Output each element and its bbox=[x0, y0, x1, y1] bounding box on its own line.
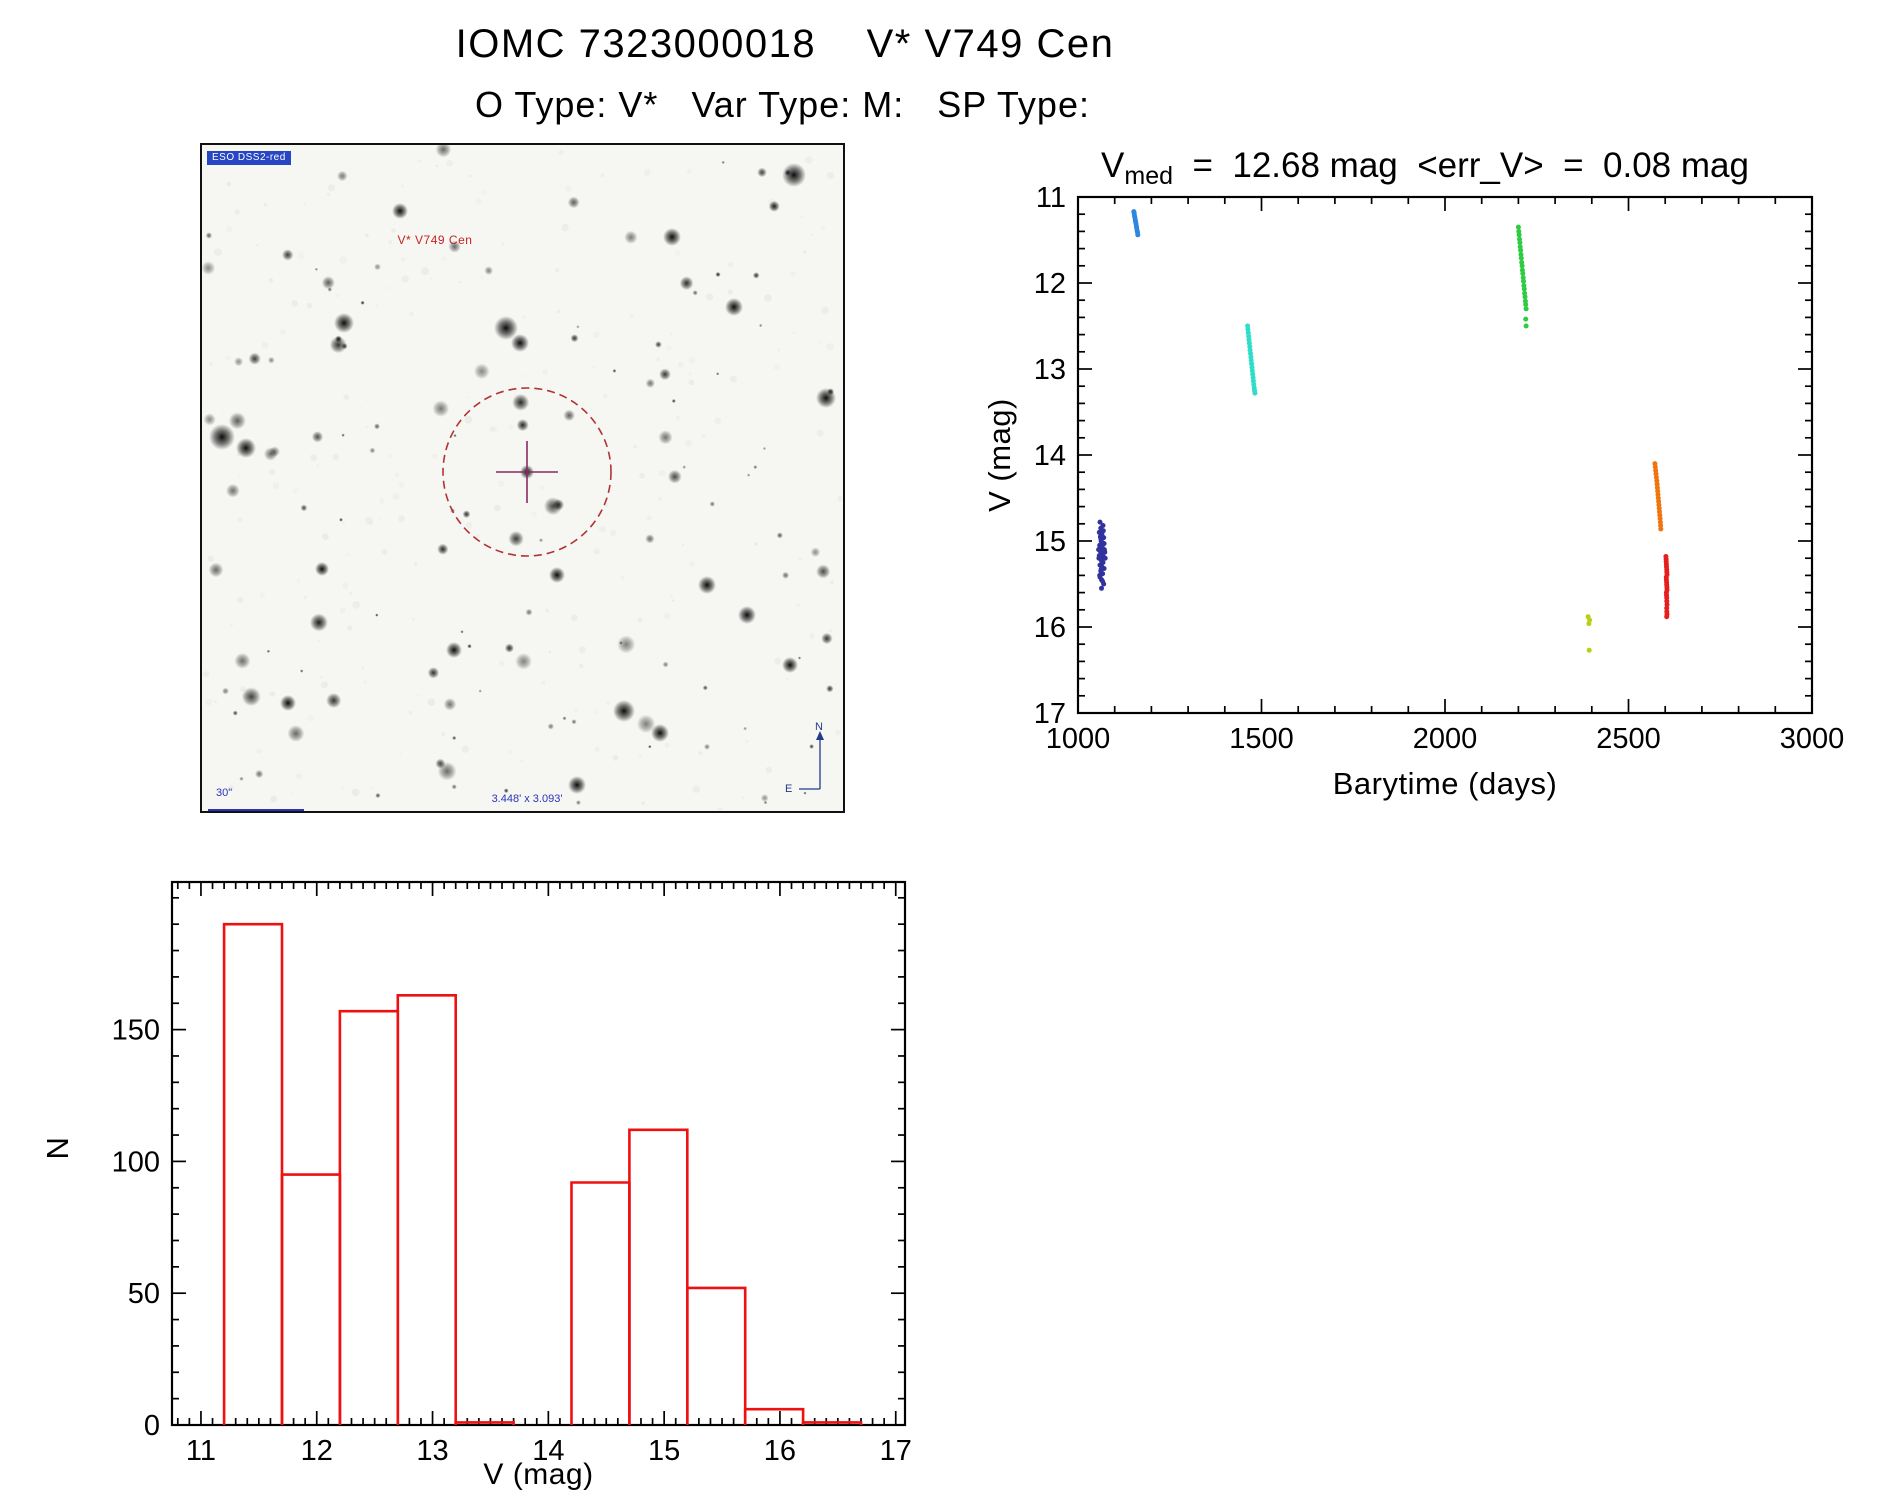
scale-bar bbox=[208, 809, 304, 811]
fov-label: 3.448' x 3.093' bbox=[491, 793, 563, 805]
svg-text:11: 11 bbox=[1036, 182, 1066, 214]
svg-text:17: 17 bbox=[880, 1435, 912, 1467]
compass-arrows bbox=[799, 731, 824, 790]
histogram-bars bbox=[222, 922, 863, 1425]
page-title: IOMC 7323000018 V* V749 Cen bbox=[455, 22, 1115, 66]
tick-labels: 11 12 13 14 15 16 17 0 50 100 150 bbox=[112, 1015, 912, 1467]
target-marker bbox=[442, 387, 612, 557]
ticks bbox=[172, 882, 905, 1426]
series-cluster-5 bbox=[1585, 614, 1593, 653]
svg-text:16: 16 bbox=[764, 1435, 796, 1467]
vmed-subscript: med bbox=[1124, 162, 1174, 190]
histogram-plot: 11 12 13 14 15 16 17 0 50 100 150 bbox=[112, 880, 912, 1467]
light-curve-title: Vmed = 12.68 mag <err_V> = 0.08 mag bbox=[1005, 146, 1845, 191]
series-cluster-6 bbox=[1652, 461, 1664, 532]
svg-text:17: 17 bbox=[1034, 698, 1066, 730]
series-cluster-2 bbox=[1131, 209, 1141, 238]
finding-chart-image bbox=[202, 145, 843, 811]
svg-text:14: 14 bbox=[532, 1435, 564, 1467]
light-curve-ylabel: V (mag) bbox=[982, 398, 1017, 512]
ticks bbox=[1077, 196, 1813, 714]
svg-text:150: 150 bbox=[112, 1015, 160, 1047]
svg-text:12: 12 bbox=[301, 1435, 333, 1467]
series-cluster-7 bbox=[1663, 554, 1670, 620]
svg-text:2500: 2500 bbox=[1596, 723, 1661, 755]
plot-frame bbox=[1076, 195, 1814, 715]
plot-frame bbox=[170, 880, 907, 1427]
compass-icon: N E bbox=[785, 721, 837, 809]
svg-text:13: 13 bbox=[1034, 354, 1066, 386]
compass-north-label: N bbox=[815, 721, 823, 733]
svg-text:2000: 2000 bbox=[1413, 723, 1478, 755]
svg-text:0: 0 bbox=[144, 1410, 160, 1442]
svg-text:11: 11 bbox=[186, 1435, 216, 1467]
light-curve-points bbox=[1096, 209, 1670, 653]
svg-text:16: 16 bbox=[1034, 612, 1066, 644]
target-label: V* V749 Cen bbox=[397, 233, 473, 247]
light-curve-plot: 1000 1500 2000 2500 3000 11 12 13 14 15 16 17 bbox=[1034, 182, 1845, 755]
svg-text:13: 13 bbox=[416, 1435, 448, 1467]
svg-text:100: 100 bbox=[112, 1146, 160, 1178]
histogram-xlabel: V (mag) bbox=[483, 1458, 594, 1491]
tick-labels: 1000 1500 2000 2500 3000 11 12 13 14 15 16 17 bbox=[1034, 182, 1845, 755]
svg-text:15: 15 bbox=[648, 1435, 680, 1467]
light-curve-xlabel: Barytime (days) bbox=[1332, 766, 1558, 801]
histogram-ylabel: N bbox=[40, 1136, 75, 1160]
vmed-value-text: = 12.68 mag <err_V> = 0.08 mag bbox=[1173, 146, 1749, 185]
background-noise bbox=[203, 149, 843, 811]
svg-text:1000: 1000 bbox=[1046, 723, 1111, 755]
series-cluster-1 bbox=[1096, 519, 1108, 591]
svg-text:3000: 3000 bbox=[1780, 723, 1845, 755]
svg-text:1500: 1500 bbox=[1229, 723, 1294, 755]
stars bbox=[202, 145, 836, 806]
compass-east-label: E bbox=[785, 783, 793, 795]
svg-text:15: 15 bbox=[1034, 526, 1066, 558]
svg-text:12: 12 bbox=[1034, 268, 1066, 300]
page-subtitle: O Type: V* Var Type: M: SP Type: bbox=[475, 84, 1090, 125]
series-cluster-4 bbox=[1515, 224, 1529, 329]
survey-label: ESO DSS2-red bbox=[207, 151, 291, 165]
vmed-symbol: V bbox=[1101, 146, 1125, 185]
svg-text:50: 50 bbox=[128, 1278, 160, 1310]
finding-chart: ESO DSS2-red V* V749 Cen 30" 3.448' x 3.… bbox=[200, 143, 845, 813]
series-cluster-3 bbox=[1245, 323, 1258, 396]
svg-text:14: 14 bbox=[1034, 440, 1066, 472]
scale-bar-label: 30" bbox=[216, 787, 233, 799]
